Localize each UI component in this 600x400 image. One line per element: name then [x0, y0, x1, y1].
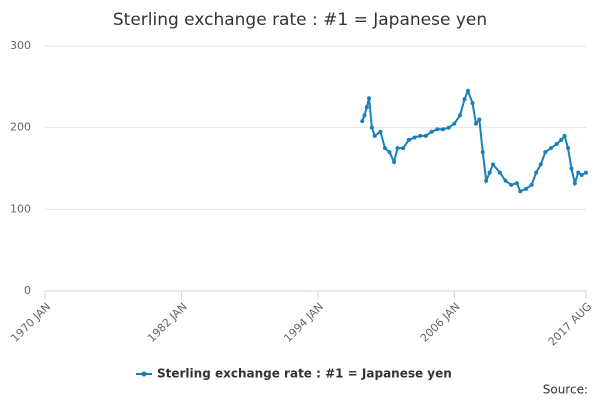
data-point — [446, 125, 451, 130]
data-point — [401, 146, 406, 151]
data-point — [418, 133, 423, 138]
data-point — [487, 170, 492, 175]
data-point — [529, 182, 534, 187]
y-tick-label: 300 — [10, 39, 31, 52]
data-point — [484, 178, 489, 183]
data-point — [364, 105, 369, 110]
data-point — [562, 133, 567, 138]
data-point — [477, 117, 482, 122]
legend-label: Sterling exchange rate : #1 = Japanese y… — [157, 367, 452, 381]
data-point — [458, 113, 463, 118]
data-point — [584, 170, 588, 175]
data-point — [462, 97, 467, 102]
data-point — [392, 159, 397, 164]
data-point — [566, 146, 571, 151]
data-point — [503, 178, 508, 183]
x-tick-label: 2017 AUG — [546, 300, 595, 349]
data-point — [440, 127, 445, 132]
y-tick-label: 200 — [10, 121, 31, 134]
data-point — [412, 135, 417, 140]
data-point — [372, 133, 377, 138]
source-label: Source: — [543, 383, 588, 397]
data-point — [576, 170, 581, 175]
data-point — [579, 173, 584, 178]
data-point — [559, 137, 564, 142]
data-point — [378, 129, 383, 134]
y-tick-label: 100 — [10, 202, 31, 215]
data-point — [470, 101, 475, 106]
data-point — [490, 162, 495, 167]
data-point — [435, 127, 440, 132]
data-point — [382, 146, 387, 151]
data-point — [534, 170, 539, 175]
data-point — [538, 162, 543, 167]
data-point — [395, 146, 400, 151]
data-point — [387, 150, 392, 155]
data-point — [543, 150, 548, 155]
data-point — [518, 189, 523, 194]
data-point — [362, 113, 367, 118]
data-point — [514, 181, 519, 186]
data-point — [473, 121, 478, 126]
data-point — [572, 181, 577, 186]
legend-marker — [141, 371, 147, 377]
y-tick-label: 0 — [24, 284, 31, 297]
data-point — [509, 182, 514, 187]
data-point — [369, 125, 374, 130]
data-point — [480, 150, 485, 155]
data-point — [523, 186, 528, 191]
series-line — [361, 88, 587, 193]
data-point — [452, 121, 457, 126]
x-tick-label: 1994 JAN — [281, 300, 326, 345]
data-point — [465, 88, 470, 93]
chart-title: Sterling exchange rate : #1 = Japanese y… — [113, 10, 487, 30]
data-point — [569, 166, 574, 171]
x-tick-label: 1970 JAN — [8, 300, 53, 345]
data-point — [548, 146, 553, 151]
data-point — [554, 142, 559, 146]
data-point — [367, 96, 372, 101]
data-point — [497, 170, 502, 175]
data-point — [360, 119, 365, 124]
x-tick-label: 1982 JAN — [145, 300, 190, 345]
data-point — [429, 129, 434, 134]
data-point — [423, 133, 428, 138]
data-point — [406, 137, 411, 142]
x-tick-label: 2006 JAN — [418, 300, 463, 345]
